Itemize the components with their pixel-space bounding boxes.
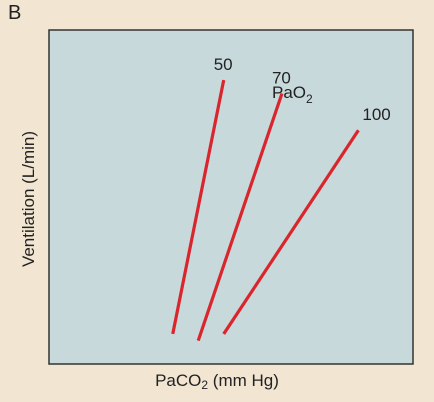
x-axis-label: PaCO2 (mm Hg) <box>0 371 434 392</box>
series-label-100: 100 <box>362 105 390 124</box>
series-label-50: 50 <box>214 55 233 74</box>
series-label-70: 70 <box>272 68 291 87</box>
plot-area <box>49 30 413 364</box>
y-axis-label: Ventilation (L/min) <box>19 99 39 299</box>
